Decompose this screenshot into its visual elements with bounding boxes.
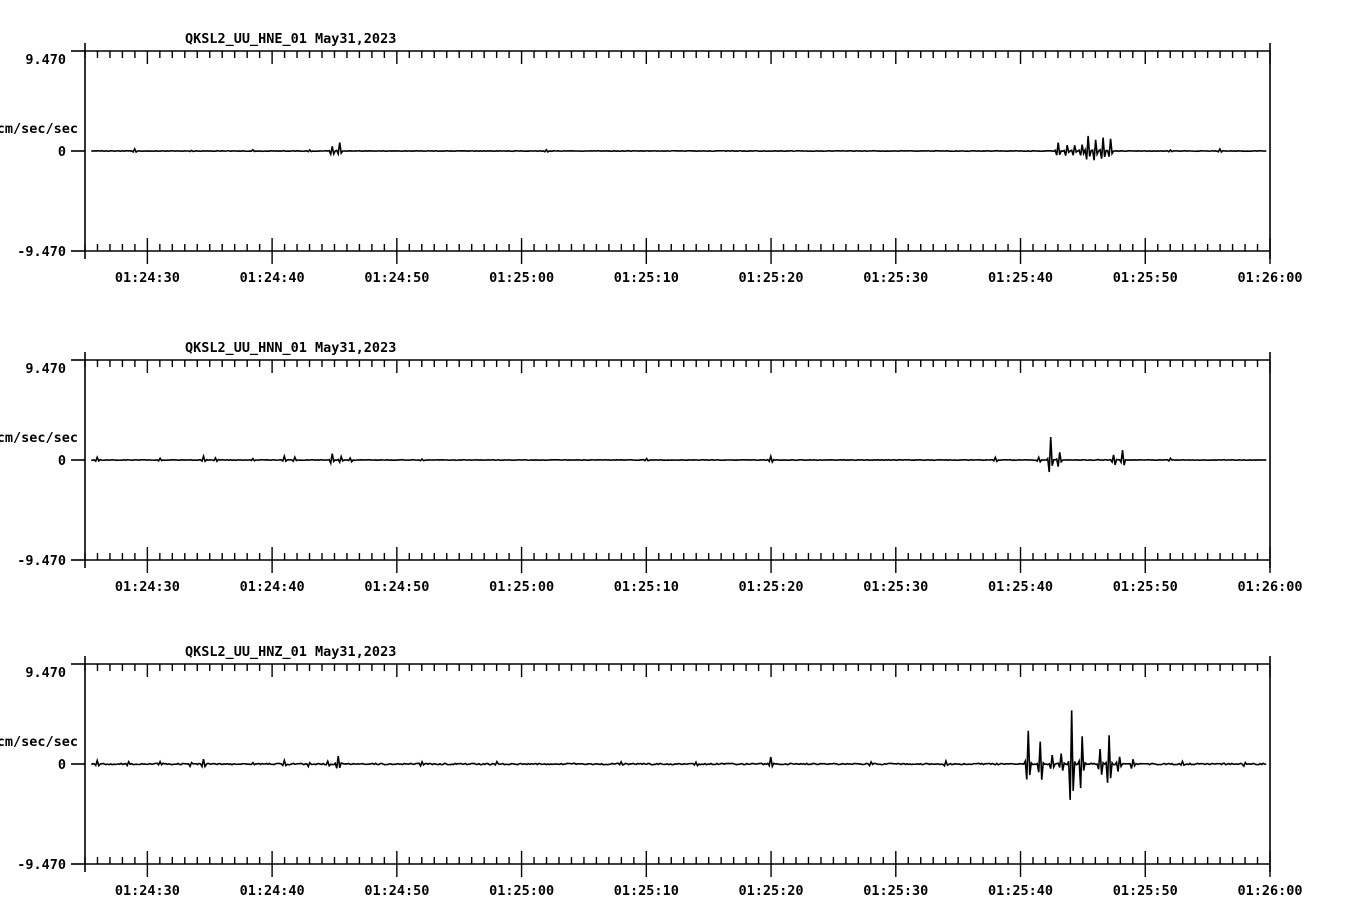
x-tick-label: 01:25:40 xyxy=(988,579,1053,595)
y-min-label: -9.470 xyxy=(17,857,66,873)
plot-frame xyxy=(84,656,1271,872)
y-unit-label: cm/sec/sec xyxy=(0,734,78,750)
x-tick-label: 01:25:20 xyxy=(739,270,804,286)
x-tick-label: 01:25:30 xyxy=(863,579,928,595)
x-tick-label: 01:25:10 xyxy=(614,883,679,899)
panel-title: QKSL2_UU_HNE_01 May31,2023 xyxy=(185,31,396,47)
x-tick-label: 01:25:40 xyxy=(988,270,1053,286)
x-tick-label: 01:24:40 xyxy=(240,883,305,899)
x-tick-label: 01:25:10 xyxy=(614,579,679,595)
axis-ticks xyxy=(71,663,1271,877)
x-tick-label: 01:24:30 xyxy=(115,270,180,286)
x-tick-label: 01:24:50 xyxy=(364,883,429,899)
y-max-label: 9.470 xyxy=(25,361,66,377)
panel-title: QKSL2_UU_HNN_01 May31,2023 xyxy=(185,340,396,356)
x-tick-label: 01:26:00 xyxy=(1237,270,1302,286)
panel-hne-svg: QKSL2_UU_HNE_01 May31,2023 9.470 cm/sec/… xyxy=(0,31,1303,286)
x-tick-label: 01:25:20 xyxy=(739,883,804,899)
y-unit-label: cm/sec/sec xyxy=(0,430,78,446)
x-tick-label: 01:24:50 xyxy=(364,270,429,286)
x-tick-label: 01:24:30 xyxy=(115,579,180,595)
panel-hnz: QKSL2_UU_HNZ_01 May31,2023 9.470 cm/sec/… xyxy=(0,613,1358,924)
panel-hne: QKSL2_UU_HNE_01 May31,2023 9.470 cm/sec/… xyxy=(0,0,1358,310)
x-tick-labels: 01:24:30 01:24:40 01:24:50 01:25:00 01:25:10… xyxy=(115,270,1303,286)
waveform-trace xyxy=(91,135,1267,161)
x-tick-label: 01:25:50 xyxy=(1113,270,1178,286)
x-tick-label: 01:24:50 xyxy=(364,579,429,595)
y-unit-label: cm/sec/sec xyxy=(0,121,78,137)
x-tick-label: 01:25:50 xyxy=(1113,579,1178,595)
x-tick-label: 01:26:00 xyxy=(1237,883,1302,899)
y-max-label: 9.470 xyxy=(25,665,66,681)
panel-hnn-svg: QKSL2_UU_HNN_01 May31,2023 9.470 cm/sec/… xyxy=(0,340,1303,595)
x-tick-label: 01:25:50 xyxy=(1113,883,1178,899)
axis-ticks xyxy=(71,359,1271,573)
panel-title: QKSL2_UU_HNZ_01 May31,2023 xyxy=(185,644,396,660)
x-tick-label: 01:24:30 xyxy=(115,883,180,899)
y-min-label: -9.470 xyxy=(17,553,66,569)
plot-frame xyxy=(84,352,1271,568)
x-tick-label: 01:26:00 xyxy=(1237,579,1302,595)
panel-hnz-svg: QKSL2_UU_HNZ_01 May31,2023 9.470 cm/sec/… xyxy=(0,644,1303,899)
x-tick-label: 01:25:10 xyxy=(614,270,679,286)
x-tick-labels: 01:24:30 01:24:40 01:24:50 01:25:00 01:25:10… xyxy=(115,579,1303,595)
y-zero-label: 0 xyxy=(58,144,66,160)
axis-ticks xyxy=(71,50,1271,264)
y-zero-label: 0 xyxy=(58,453,66,469)
x-tick-labels: 01:24:30 01:24:40 01:24:50 01:25:00 01:25:10… xyxy=(115,883,1303,899)
y-zero-label: 0 xyxy=(58,757,66,773)
y-min-label: -9.470 xyxy=(17,244,66,260)
x-tick-label: 01:25:00 xyxy=(489,579,554,595)
panel-hnn: QKSL2_UU_HNN_01 May31,2023 9.470 cm/sec/… xyxy=(0,309,1358,619)
x-tick-label: 01:25:20 xyxy=(739,579,804,595)
x-tick-label: 01:25:30 xyxy=(863,270,928,286)
x-tick-label: 01:25:40 xyxy=(988,883,1053,899)
y-max-label: 9.470 xyxy=(25,52,66,68)
waveform-trace xyxy=(91,437,1267,473)
x-tick-label: 01:24:40 xyxy=(240,270,305,286)
waveform-trace xyxy=(90,710,1267,800)
x-tick-label: 01:24:40 xyxy=(240,579,305,595)
x-tick-label: 01:25:00 xyxy=(489,883,554,899)
x-tick-label: 01:25:00 xyxy=(489,270,554,286)
x-tick-label: 01:25:30 xyxy=(863,883,928,899)
